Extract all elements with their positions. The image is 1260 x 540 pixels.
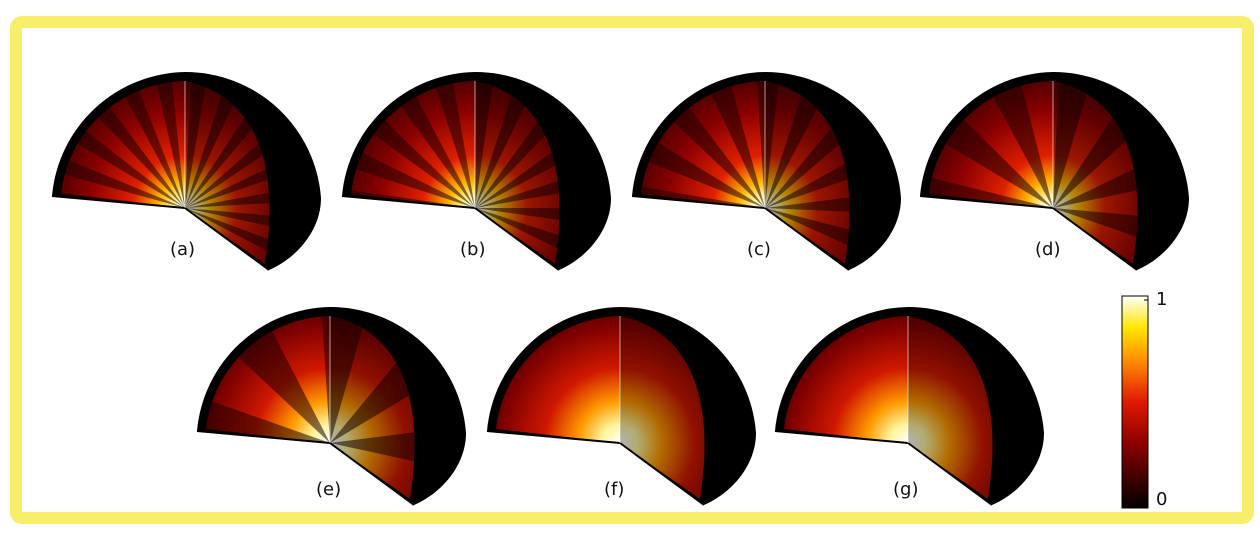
hemisphere: [775, 307, 1044, 505]
colorbar: [1122, 296, 1148, 508]
hemisphere: [170, 283, 489, 505]
panel-label: (e): [316, 479, 341, 500]
figure: (a) (b) (c) (d) (e) (f) (g) 0 1: [0, 0, 1260, 540]
panel-label: (b): [460, 239, 485, 260]
panel-label: (d): [1035, 239, 1060, 260]
colorbar-tick-label: 1: [1156, 289, 1167, 310]
hemisphere: [487, 307, 756, 505]
colorbar-tick-label: 0: [1156, 489, 1167, 510]
hemisphere: [893, 48, 1212, 270]
panel-label: (a): [170, 239, 195, 260]
panel-label: (c): [747, 239, 771, 260]
panel-label: (g): [893, 479, 918, 500]
panel-label: (f): [604, 479, 624, 500]
